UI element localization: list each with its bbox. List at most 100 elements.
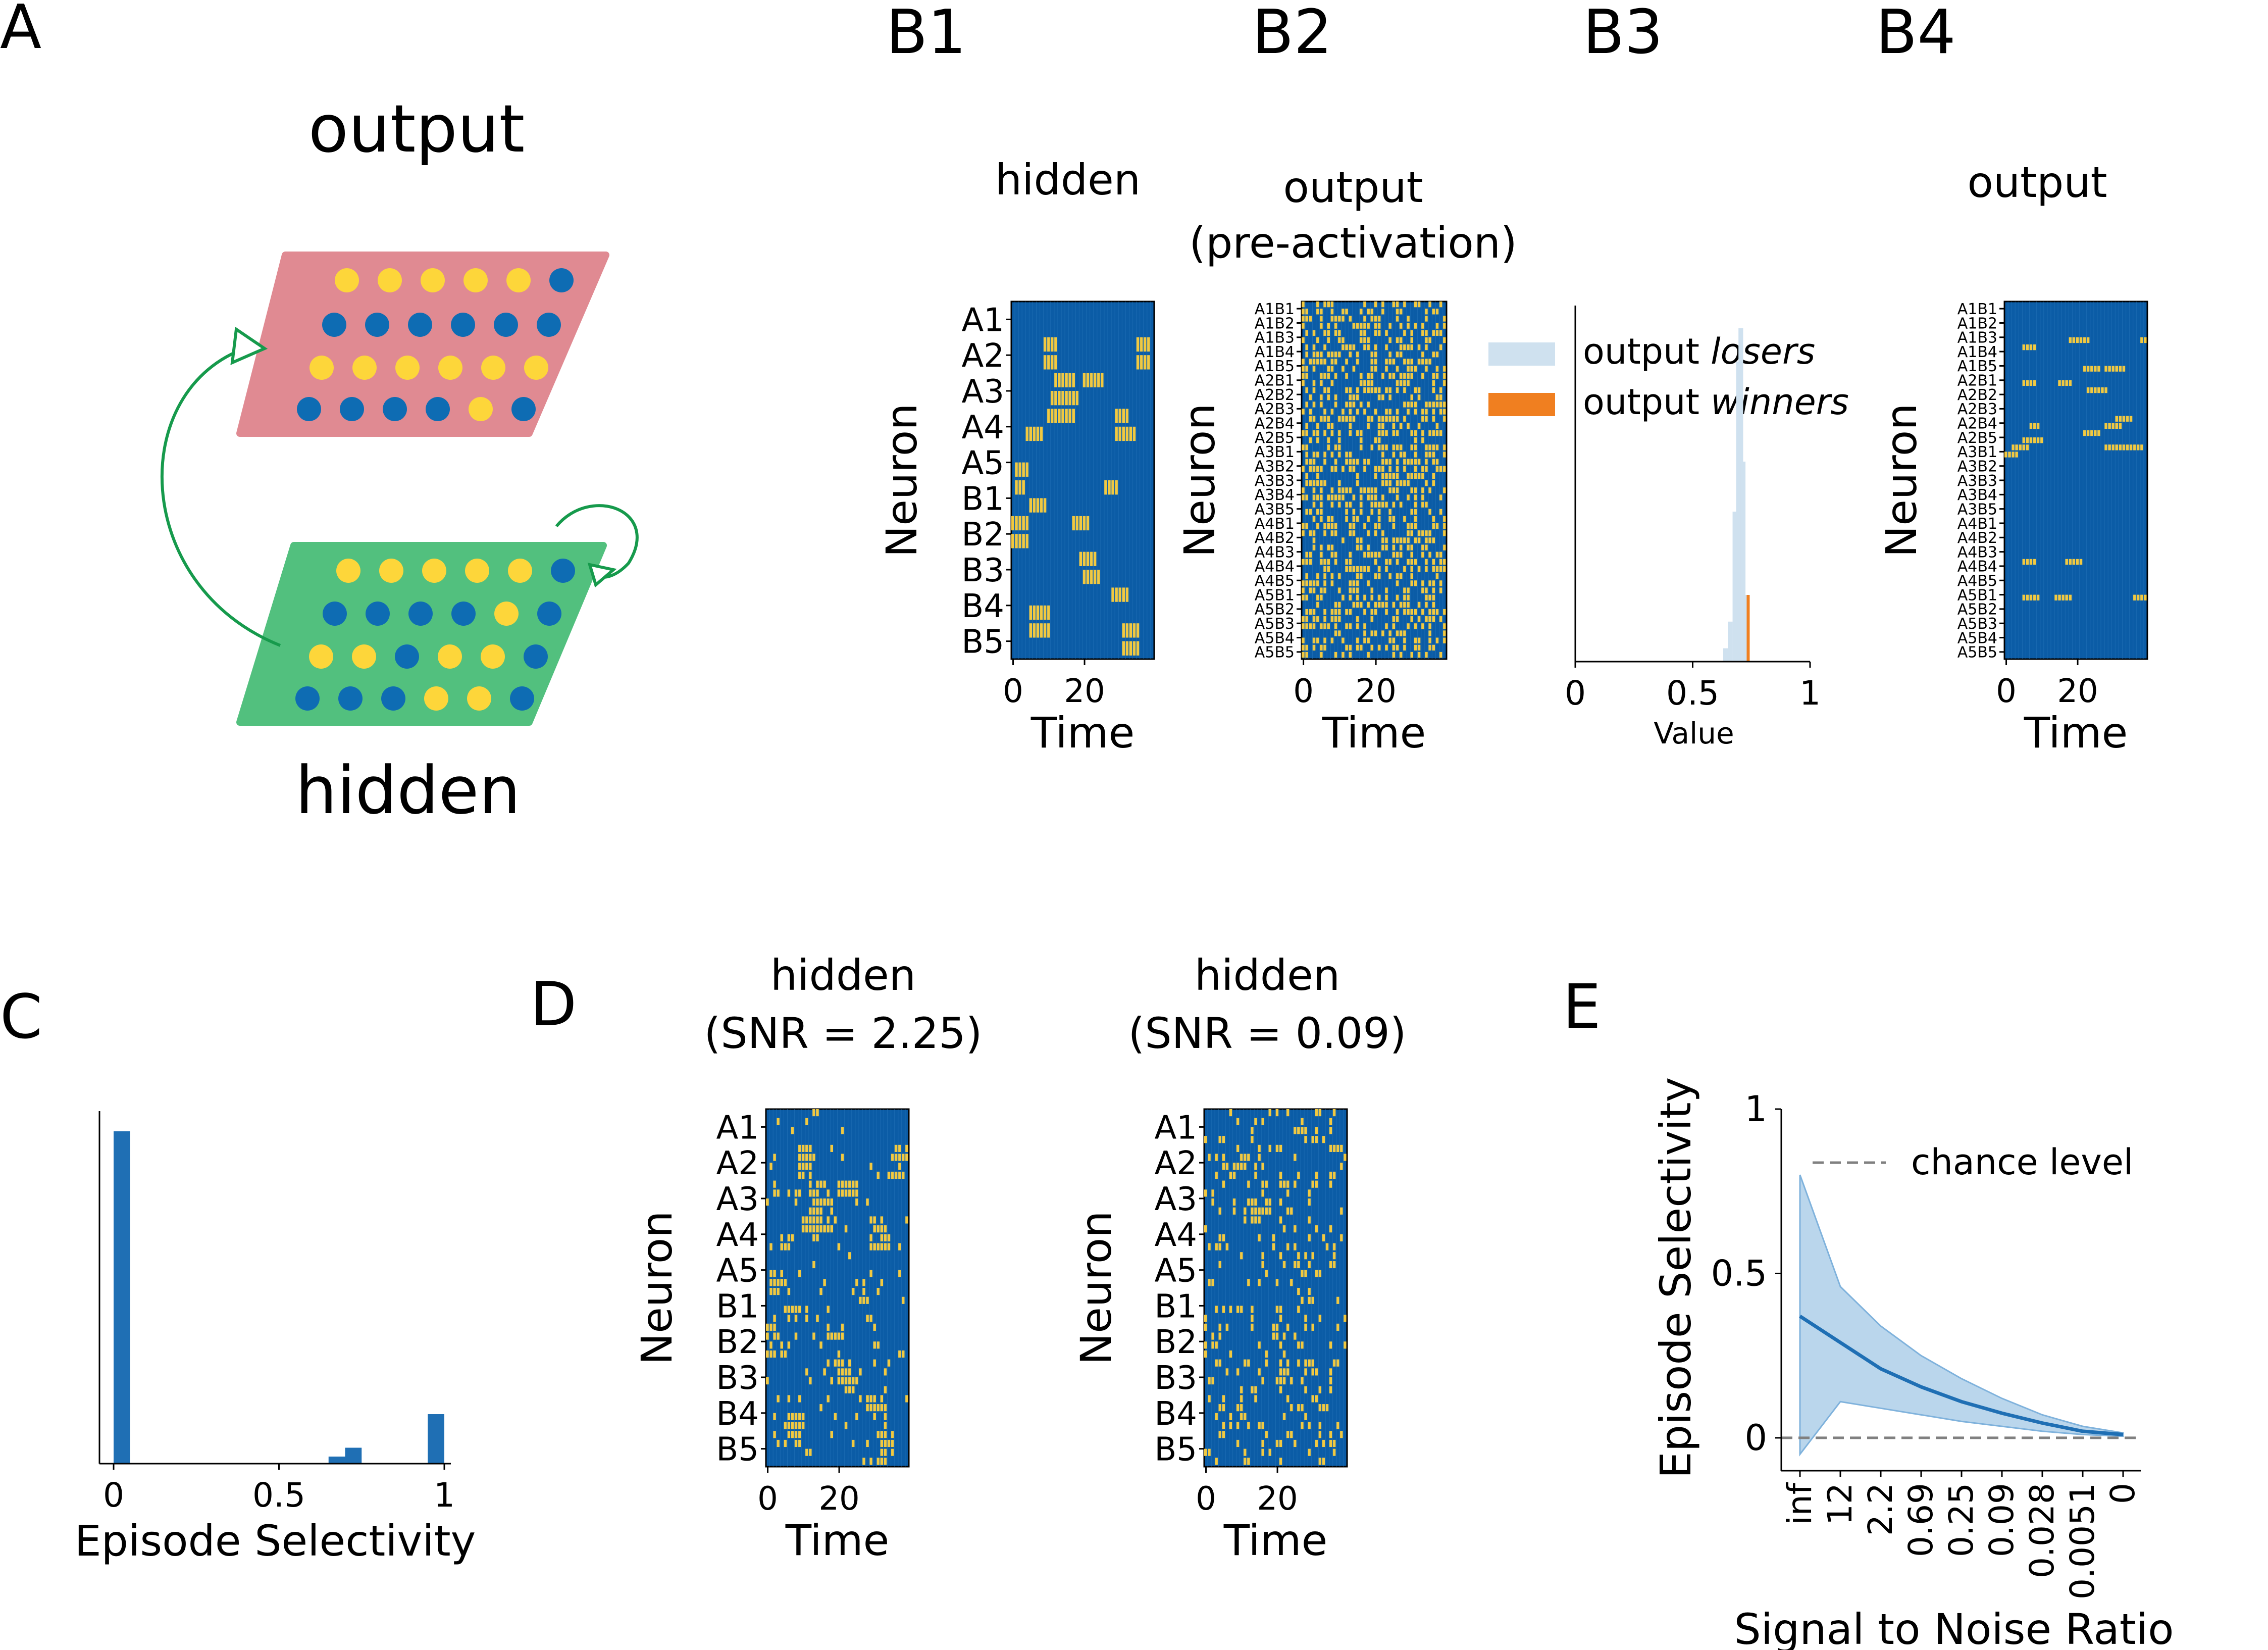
active-cell: [1407, 523, 1410, 529]
y-tick-label: A5B4: [1255, 629, 1295, 647]
active-cell: [1359, 444, 1363, 451]
active-cell: [1359, 330, 1363, 336]
active-cell: [1381, 530, 1384, 536]
active-cell: [1367, 516, 1370, 522]
active-cell: [1442, 416, 1446, 422]
active-cell: [1090, 373, 1093, 387]
active-cell: [1140, 355, 1143, 370]
active-cell: [777, 1332, 780, 1340]
active-cell: [880, 1404, 884, 1412]
active-cell: [1261, 1439, 1264, 1447]
active-cell: [1363, 302, 1366, 308]
active-cell: [1282, 1332, 1286, 1340]
legend-losers-swatch: [1488, 342, 1555, 366]
active-cell: [830, 1144, 834, 1152]
active-cell: [801, 1216, 805, 1224]
active-cell: [1367, 652, 1370, 658]
active-cell: [869, 1270, 872, 1277]
active-cell: [812, 1332, 815, 1340]
active-cell: [901, 1296, 905, 1304]
winners-bar: [1746, 595, 1750, 662]
active-cell: [1407, 609, 1410, 615]
y-tick-label: A1: [716, 1109, 759, 1146]
y-tick-label: A2B4: [1255, 415, 1295, 433]
active-cell: [884, 1448, 887, 1456]
active-cell: [1316, 523, 1319, 529]
active-cell: [1407, 316, 1410, 322]
active-cell: [1079, 516, 1083, 531]
active-cell: [2065, 594, 2068, 601]
active-cell: [1359, 337, 1363, 343]
active-cell: [887, 1439, 891, 1447]
active-cell: [1399, 344, 1403, 351]
active-cell: [1435, 373, 1439, 379]
active-cell: [1428, 637, 1431, 643]
active-cell: [1312, 452, 1316, 458]
active-cell: [1040, 623, 1043, 638]
x-tick-label: 0: [757, 1480, 778, 1518]
output-neuron-dot: [524, 356, 548, 380]
active-cell: [1258, 1207, 1261, 1215]
active-cell: [2122, 366, 2126, 372]
active-cell: [1414, 494, 1417, 501]
active-cell: [1345, 566, 1348, 572]
active-cell: [1417, 566, 1421, 572]
active-cell: [1424, 344, 1428, 351]
active-cell: [1330, 552, 1334, 558]
active-cell: [1439, 509, 1442, 515]
y-tick-label: B5: [1154, 1431, 1197, 1469]
active-cell: [1275, 1377, 1279, 1385]
active-cell: [780, 1350, 783, 1358]
active-cell: [1414, 466, 1417, 472]
output-neuron-dot: [469, 397, 493, 421]
active-cell: [2012, 444, 2015, 451]
active-cell: [1363, 623, 1366, 629]
active-cell: [1211, 1198, 1214, 1206]
active-cell: [1211, 1279, 1214, 1286]
active-cell: [1439, 566, 1442, 572]
active-cell: [1377, 466, 1381, 472]
active-cell: [1407, 530, 1410, 536]
active-cell: [1407, 473, 1410, 479]
active-cell: [1236, 1439, 1240, 1447]
active-cell: [1232, 1198, 1236, 1206]
active-cell: [1290, 1377, 1293, 1385]
active-cell: [1323, 637, 1326, 643]
active-cell: [1396, 337, 1399, 343]
active-cell: [1345, 502, 1348, 508]
active-cell: [1385, 544, 1388, 551]
active-cell: [834, 1216, 837, 1224]
y-tick-label: A3B5: [1255, 501, 1295, 518]
active-cell: [869, 1458, 872, 1465]
active-cell: [905, 1144, 908, 1152]
active-cell: [1407, 402, 1410, 408]
active-cell: [1318, 1404, 1322, 1412]
active-cell: [1334, 602, 1337, 608]
active-cell: [1334, 559, 1337, 565]
active-cell: [1316, 580, 1319, 586]
active-cell: [1410, 344, 1413, 351]
active-cell: [1403, 387, 1406, 393]
x-tick-label: 1: [434, 1476, 455, 1515]
active-cell: [1370, 616, 1374, 622]
active-cell: [1363, 387, 1366, 393]
active-cell: [1381, 502, 1384, 508]
active-cell: [1327, 523, 1330, 529]
active-cell: [891, 1431, 894, 1438]
active-cell: [1279, 1359, 1282, 1367]
active-cell: [1337, 630, 1341, 636]
active-cell: [1308, 1359, 1311, 1367]
active-cell: [1439, 330, 1442, 336]
active-cell: [2033, 437, 2036, 443]
active-cell: [841, 1127, 844, 1134]
active-cell: [823, 1225, 826, 1233]
active-cell: [1363, 637, 1366, 643]
active-cell: [1309, 409, 1312, 415]
active-cell: [1305, 594, 1308, 601]
active-cell: [898, 1270, 901, 1277]
active-cell: [1312, 380, 1316, 386]
active-cell: [1341, 652, 1345, 658]
active-cell: [1258, 1216, 1261, 1224]
active-cell: [823, 1180, 826, 1188]
active-cell: [1439, 552, 1442, 558]
